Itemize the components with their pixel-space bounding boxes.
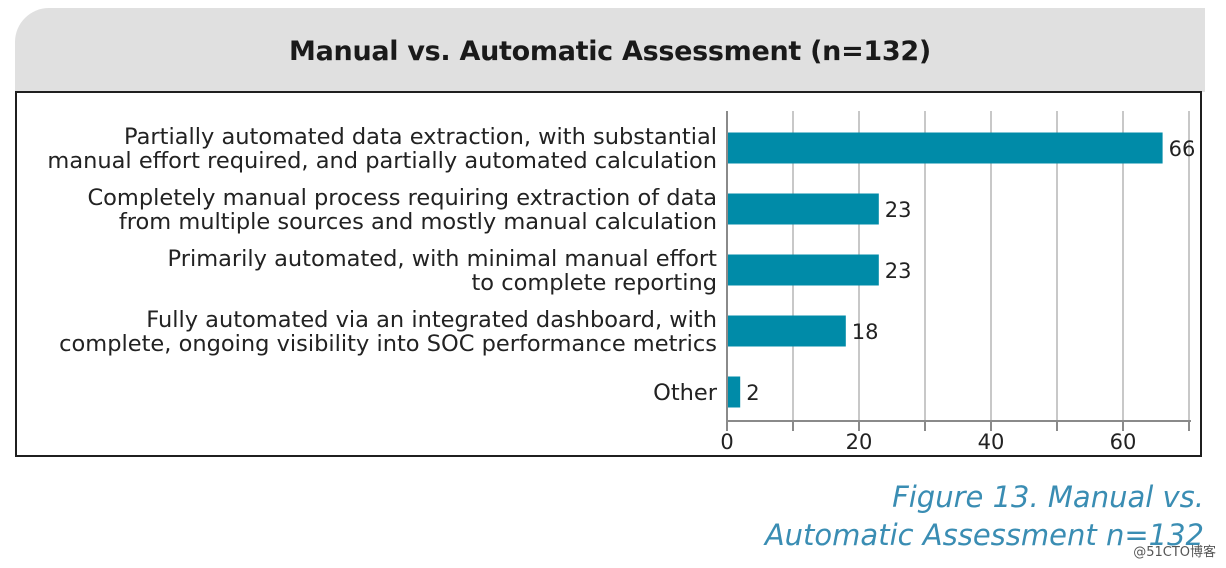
data-label: 18	[852, 320, 879, 344]
bar	[727, 254, 879, 286]
x-tick-label: 20	[846, 430, 873, 454]
bar	[727, 132, 1163, 164]
chart-title: Manual vs. Automatic Assessment (n=132)	[289, 36, 931, 67]
category-label: from multiple sources and mostly manual …	[119, 209, 717, 235]
category-label: Other	[653, 380, 718, 406]
category-label: to complete reporting	[471, 270, 717, 296]
bar	[727, 376, 741, 408]
category-label: Primarily automated, with minimal manual…	[168, 246, 718, 272]
category-label: Completely manual process requiring extr…	[87, 185, 717, 211]
category-label: Partially automated data extraction, wit…	[124, 124, 717, 150]
data-label: 23	[885, 259, 912, 283]
bar	[727, 315, 846, 347]
category-label: manual effort required, and partially au…	[47, 148, 717, 174]
x-tick-label: 40	[978, 430, 1005, 454]
figure-caption: Figure 13. Manual vs. Automatic Assessme…	[765, 478, 1204, 554]
category-label: complete, ongoing visibility into SOC pe…	[59, 331, 717, 357]
chart-header: Manual vs. Automatic Assessment (n=132)	[15, 8, 1205, 92]
x-tick-label: 60	[1110, 430, 1137, 454]
caption-line-2: Automatic Assessment n=132	[764, 518, 1204, 552]
data-label: 2	[746, 381, 759, 405]
category-label: Fully automated via an integrated dashbo…	[146, 307, 717, 333]
data-label: 66	[1169, 137, 1196, 161]
watermark: @51CTO博客	[1133, 545, 1216, 560]
caption-line-1: Figure 13. Manual vs.	[892, 480, 1204, 514]
bar-chart: 66 Partially automated data extraction, w…	[47, 111, 1196, 454]
data-label: 23	[885, 198, 912, 222]
chart-frame: 66 Partially automated data extraction, w…	[15, 91, 1202, 457]
bar	[727, 193, 879, 225]
x-tick-label: 0	[720, 430, 733, 454]
